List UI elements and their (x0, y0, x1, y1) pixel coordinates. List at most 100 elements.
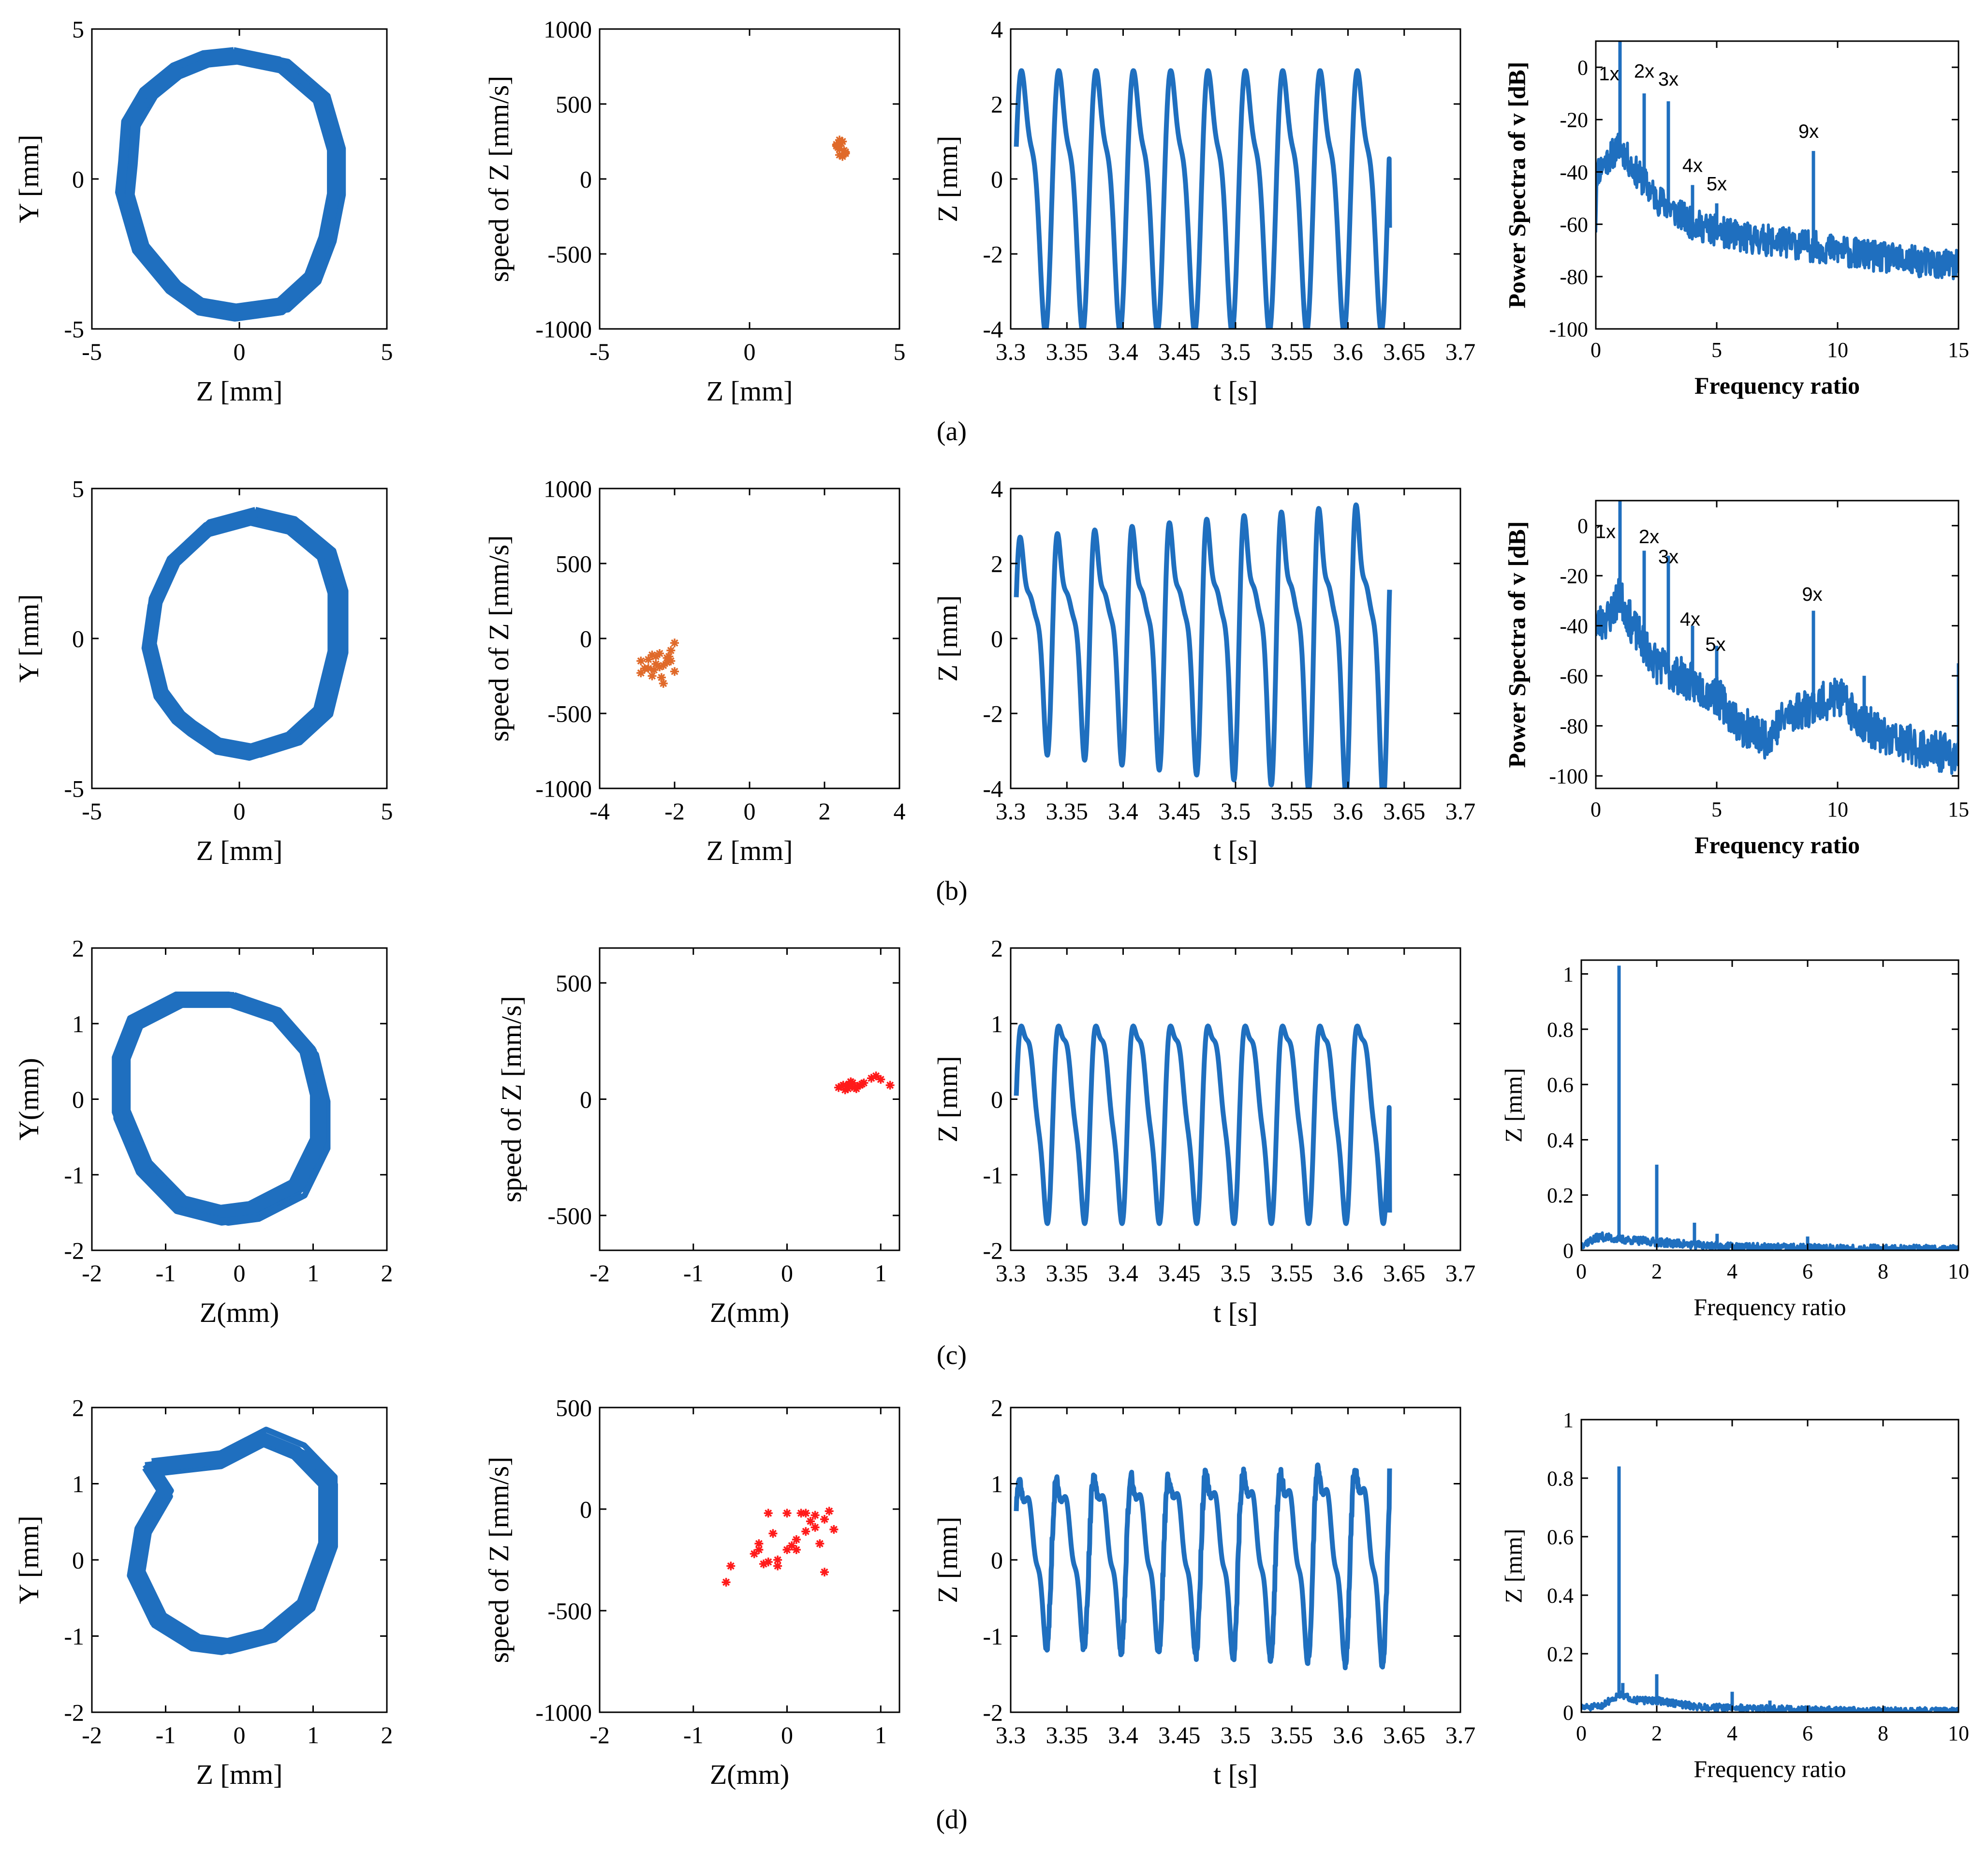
y-axis-label: Z [mm] (932, 1056, 963, 1142)
scatter-point (663, 658, 672, 667)
scatter-point (659, 679, 668, 688)
scatter-point (810, 1523, 820, 1532)
caption-d: (d) (936, 1805, 967, 1835)
x-tick-label: 3.35 (1046, 1260, 1089, 1287)
x-tick-label: 3.5 (1221, 338, 1251, 365)
x-tick-label: 3.65 (1383, 1260, 1426, 1287)
time-series-line (1014, 502, 1392, 788)
row-caption-a: (a) (937, 416, 967, 446)
x-tick-label: 3.45 (1158, 798, 1201, 825)
plot-area (1596, 41, 1959, 281)
chart-a3: 3.3 3.35 3.4 3.45 3.5 3.55 3.6 3.65 3.7 -4 -2 0 2 4 t … (932, 16, 1475, 407)
x-axis-label: t [s] (1213, 835, 1258, 866)
scatter-point (801, 1527, 810, 1536)
y-tick-label: 2 (72, 1394, 84, 1422)
y-tick-label: 0 (1563, 1701, 1574, 1724)
scatter-point (796, 1509, 806, 1518)
scatter-point (820, 1568, 829, 1577)
y-tick-label: -1 (983, 1623, 1003, 1650)
x-tick-label: 0 (1576, 1260, 1587, 1283)
y-tick-label: 0 (72, 1086, 84, 1113)
plot-area (1014, 68, 1392, 329)
x-tick-label: 0 (1590, 338, 1601, 362)
scatter-point (648, 651, 657, 660)
x-tick-label: 3.6 (1333, 1721, 1363, 1749)
y-tick-label: -500 (547, 1598, 592, 1625)
chart-d1: -2 -1 0 1 2 -2 -1 0 1 2 Z [mm] Y [mm] (13, 1394, 393, 1791)
scatter-point (773, 1556, 782, 1564)
x-tick-label: 5 (1711, 338, 1722, 362)
y-tick-label: -80 (1560, 265, 1588, 289)
y-tick-label: 2 (991, 935, 1003, 962)
scatter-point (754, 1539, 764, 1548)
x-tick-label: 0 (781, 1260, 793, 1287)
x-tick-label: 10 (1827, 338, 1848, 362)
y-tick-label: 1000 (544, 475, 592, 503)
x-tick-label: 3.7 (1445, 798, 1476, 825)
scatter-point (670, 667, 679, 676)
scatter-point (787, 1541, 796, 1550)
y-tick-label: 0.4 (1547, 1128, 1574, 1152)
y-tick-label: -1000 (535, 316, 592, 343)
plot-area (127, 1426, 338, 1655)
scatter-point (659, 661, 668, 670)
x-axis-label: Z(mm) (200, 1297, 279, 1328)
x-tick-label: 6 (1802, 1260, 1813, 1283)
x-tick-label: 1 (875, 1721, 887, 1749)
scatter-point (648, 671, 657, 681)
harmonic-annotation: 3x (1658, 69, 1679, 90)
chart-a2: -5 0 5 -1000 -500 0 500 1000 Z [mm] speed of Z [m… (483, 16, 906, 407)
y-tick-label: -2 (64, 1237, 84, 1264)
x-tick-label: -4 (589, 798, 610, 825)
x-tick-label: 5 (894, 338, 906, 365)
chart-c2: -2 -1 0 1 -500 0 500 Z(mm) speed of Z [mm/s] (496, 947, 900, 1328)
x-axis-label: t [s] (1213, 1759, 1258, 1790)
scatter-point (840, 1085, 850, 1095)
scatter-point (722, 1578, 731, 1587)
y-tick-label: -1000 (535, 1699, 592, 1726)
y-tick-label: -4 (983, 316, 1003, 343)
scatter-point (885, 1081, 895, 1090)
y-tick-label: -20 (1560, 564, 1588, 588)
y-axis-label: speed of Z [mm/s] (483, 535, 515, 742)
y-tick-label: 0.8 (1547, 1018, 1574, 1041)
x-tick-label: 3.55 (1271, 338, 1313, 365)
y-tick-label: -4 (983, 775, 1003, 802)
chart-d3: 3.3 3.35 3.4 3.45 3.5 3.55 3.6 3.65 3.7 -2 -1 0 1 2 t … (932, 1394, 1475, 1791)
y-tick-label: 0 (72, 166, 84, 193)
harmonic-annotation: 9x (1798, 121, 1819, 142)
x-tick-label: 15 (1948, 798, 1969, 821)
x-tick-label: 10 (1948, 1260, 1969, 1283)
y-tick-label: -40 (1560, 161, 1588, 184)
scatter-point (657, 673, 666, 682)
x-tick-label: 5 (381, 338, 393, 365)
row-caption-d: (d) (936, 1805, 967, 1835)
x-tick-label: 1 (875, 1260, 887, 1287)
x-tick-label: 0 (781, 1721, 793, 1749)
caption-a: (a) (937, 416, 967, 446)
y-axis-label: Y [mm] (13, 134, 44, 223)
y-tick-label: 4 (991, 16, 1003, 43)
y-tick-label: 0 (580, 625, 592, 652)
chart-b1: -5 0 5 -5 0 5 Z [mm] Y [mm] (13, 475, 393, 867)
x-tick-label: 3.3 (996, 798, 1026, 825)
spectrum-line (1581, 1231, 1959, 1250)
scatter-point (843, 1084, 853, 1093)
harmonic-annotation: 2x (1634, 61, 1654, 82)
y-tick-label: 0 (580, 1496, 592, 1523)
scatter-point (651, 652, 661, 661)
caption-b: (b) (936, 876, 967, 906)
x-tick-label: 3.45 (1158, 1721, 1201, 1749)
y-tick-label: 1 (991, 1470, 1003, 1497)
y-tick-label: 1000 (544, 16, 592, 43)
y-axis-label: Z [mm] (932, 595, 963, 682)
y-tick-label: 0 (580, 166, 592, 193)
scatter-point (832, 141, 841, 150)
y-tick-label: -2 (983, 1237, 1003, 1264)
x-tick-label: 4 (1727, 1260, 1738, 1283)
scatter-point (655, 662, 664, 671)
x-axis-label: Frequency ratio (1693, 1755, 1846, 1782)
scatter-point (782, 1509, 792, 1518)
x-tick-label: 3.3 (996, 1260, 1026, 1287)
scatter-point (820, 1515, 829, 1524)
